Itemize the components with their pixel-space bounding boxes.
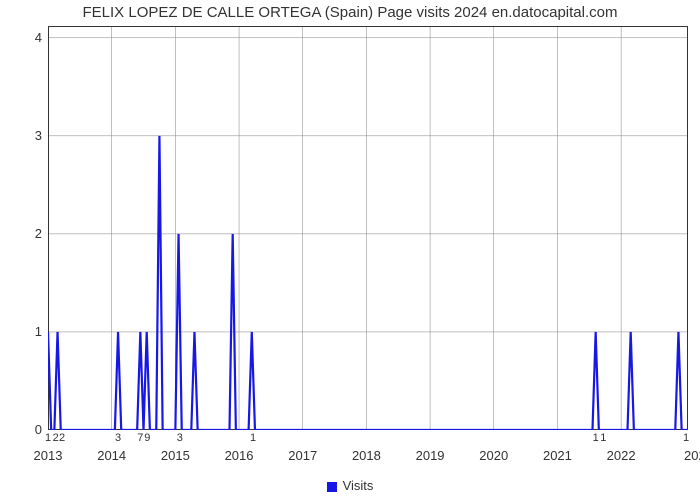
y-tick-label: 4 [2, 30, 42, 45]
data-point-label: 2 [59, 432, 65, 444]
x-tick-label: 2022 [607, 448, 636, 463]
data-point-label: 1 [600, 432, 606, 444]
data-point-label: 3 [177, 432, 183, 444]
data-point-label: 1 [593, 432, 599, 444]
chart-legend: Visits [0, 478, 700, 493]
x-tick-label: 2014 [97, 448, 126, 463]
x-tick-label: 2013 [34, 448, 63, 463]
legend-label: Visits [343, 478, 374, 493]
chart-svg [48, 26, 688, 430]
x-tick-label: 2018 [352, 448, 381, 463]
data-point-label: 7 [137, 432, 143, 444]
x-tick-label: 2015 [161, 448, 190, 463]
data-point-label: 1 [45, 432, 51, 444]
data-point-label: 2 [53, 432, 59, 444]
x-tick-label: 2017 [288, 448, 317, 463]
y-tick-label: 3 [2, 128, 42, 143]
x-tick-label: 202 [684, 448, 700, 463]
y-tick-label: 2 [2, 226, 42, 241]
x-tick-label: 2020 [479, 448, 508, 463]
data-point-label: 9 [144, 432, 150, 444]
chart-plot-area [48, 26, 688, 430]
x-tick-label: 2019 [416, 448, 445, 463]
y-tick-label: 0 [2, 422, 42, 437]
data-point-label: 1 [683, 432, 689, 444]
chart-title: FELIX LOPEZ DE CALLE ORTEGA (Spain) Page… [0, 4, 700, 21]
y-tick-label: 1 [2, 324, 42, 339]
x-tick-label: 2021 [543, 448, 572, 463]
x-tick-label: 2016 [225, 448, 254, 463]
legend-swatch [327, 482, 337, 492]
data-point-label: 1 [250, 432, 256, 444]
data-point-label: 3 [115, 432, 121, 444]
